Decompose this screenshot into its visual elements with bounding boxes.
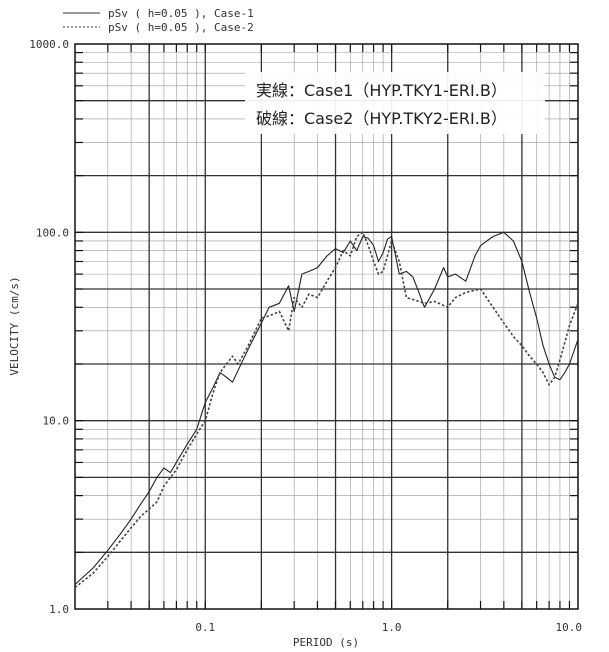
x-tick-label: 1.0 [382, 621, 402, 634]
y-tick-label: 1000.0 [29, 38, 69, 51]
y-axis-label: VELOCITY (cm/s) [8, 276, 21, 375]
legend: pSv ( h=0.05 ), Case-1 pSv ( h=0.05 ), C… [63, 7, 254, 34]
legend-entry-case1: pSv ( h=0.05 ), Case-1 [108, 7, 254, 20]
annotation-line-solid: 実線：Case1（HYP.TKY1-ERI.B） [256, 81, 507, 100]
x-tick-label: 0.1 [195, 621, 215, 634]
series-layer [74, 231, 579, 589]
x-tick-labels: 0.1 1.0 10.0 [195, 621, 582, 634]
axis-ticks [75, 44, 578, 609]
series-line-case2 [74, 231, 579, 589]
x-tick-label: 10.0 [556, 621, 583, 634]
annotation-box: 実線：Case1（HYP.TKY1-ERI.B） 破線：Case2（HYP.TK… [245, 72, 545, 134]
x-axis-label: PERIOD (s) [293, 636, 359, 649]
legend-entry-case2: pSv ( h=0.05 ), Case-2 [108, 21, 254, 34]
annotation-line-dashed: 破線：Case2（HYP.TKY2-ERI.B） [256, 109, 507, 128]
y-tick-label: 100.0 [36, 226, 69, 239]
y-tick-label: 1.0 [49, 603, 69, 616]
y-tick-labels: 1.0 10.0 100.0 1000.0 [29, 38, 69, 616]
y-tick-label: 10.0 [43, 415, 70, 428]
annotation-background [245, 72, 545, 134]
series-line-case1 [74, 231, 579, 585]
plot-frame [74, 43, 579, 610]
